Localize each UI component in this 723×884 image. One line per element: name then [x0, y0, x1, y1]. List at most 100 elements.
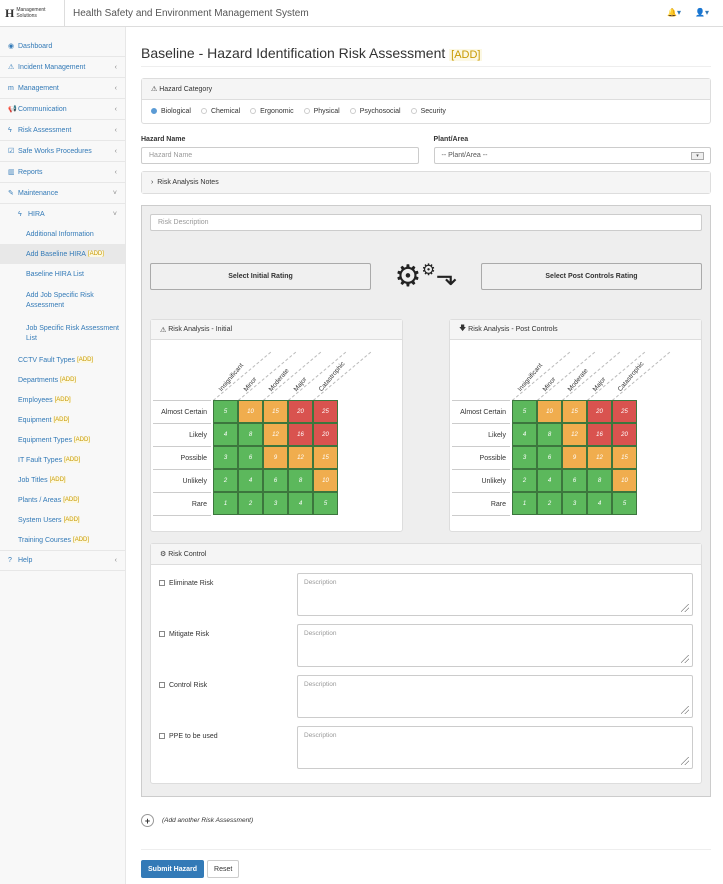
radio-button[interactable]: [349, 108, 356, 115]
risk-cell[interactable]: 25: [612, 400, 637, 423]
checkbox[interactable]: [159, 682, 165, 689]
radio-button[interactable]: [151, 108, 157, 115]
sidebar-item-system-users[interactable]: System Users [ADD]: [0, 510, 125, 530]
sidebar-item-management[interactable]: m Management ‹: [0, 78, 125, 99]
risk-cell[interactable]: 6: [238, 446, 263, 469]
checkbox[interactable]: [159, 631, 165, 638]
risk-cell[interactable]: 9: [263, 446, 288, 469]
sidebar-item-employees[interactable]: Employees [ADD]: [0, 390, 125, 410]
risk-cell[interactable]: 12: [587, 446, 612, 469]
risk-cell[interactable]: 2: [238, 492, 263, 515]
risk-cell[interactable]: 10: [537, 400, 562, 423]
sidebar-item-safe-works-procedures[interactable]: ☑ Safe Works Procedures ‹: [0, 141, 125, 162]
risk-cell[interactable]: 6: [537, 446, 562, 469]
risk-cell[interactable]: 10: [313, 469, 338, 492]
plant-area-select[interactable]: -- Plant/Area -- ▾: [433, 147, 711, 164]
radio-button[interactable]: [250, 108, 257, 115]
risk-cell[interactable]: 4: [238, 469, 263, 492]
risk-cell[interactable]: 16: [288, 423, 313, 446]
radio-chemical[interactable]: Chemical: [200, 108, 240, 115]
risk-analysis-notes-toggle[interactable]: › Risk Analysis Notes: [141, 171, 711, 194]
risk-cell[interactable]: 16: [587, 423, 612, 446]
sidebar-item-it-fault-types[interactable]: IT Fault Types [ADD]: [0, 450, 125, 470]
radio-psychosocial[interactable]: Psychosocial: [349, 108, 401, 115]
risk-control-option[interactable]: Mitigate Risk: [159, 624, 297, 667]
risk-cell[interactable]: 5: [612, 492, 637, 515]
risk-cell[interactable]: 12: [562, 423, 587, 446]
risk-cell[interactable]: 6: [562, 469, 587, 492]
sidebar-item-reports[interactable]: ▥ Reports ‹: [0, 162, 125, 183]
risk-cell[interactable]: 25: [313, 400, 338, 423]
risk-control-option[interactable]: Eliminate Risk: [159, 573, 297, 616]
notifications-bell-icon[interactable]: 🔔▾: [667, 8, 682, 17]
risk-cell[interactable]: 5: [213, 400, 238, 423]
select-post-controls-rating-button[interactable]: Select Post Controls Rating: [480, 263, 702, 290]
risk-cell[interactable]: 10: [612, 469, 637, 492]
sidebar-item-dashboard[interactable]: ◉ Dashboard: [0, 36, 125, 57]
risk-cell[interactable]: 9: [562, 446, 587, 469]
risk-cell[interactable]: 8: [587, 469, 612, 492]
sidebar-item-equipment[interactable]: Equipment [ADD]: [0, 410, 125, 430]
risk-control-option[interactable]: Control Risk: [159, 675, 297, 718]
risk-control-option[interactable]: PPE to be used: [159, 726, 297, 769]
sidebar-item-help[interactable]: ? Help ‹: [0, 550, 125, 571]
sidebar-item-maintenance[interactable]: ✎ Maintenance ˅: [0, 183, 125, 204]
risk-cell[interactable]: 12: [288, 446, 313, 469]
plus-icon[interactable]: +: [141, 814, 154, 827]
sidebar-item-hira-0[interactable]: Additional Information: [0, 224, 125, 244]
select-initial-rating-button[interactable]: Select Initial Rating: [150, 263, 371, 290]
risk-cell[interactable]: 4: [288, 492, 313, 515]
risk-cell[interactable]: 15: [263, 400, 288, 423]
sidebar-item-training-courses[interactable]: Training Courses [ADD]: [0, 530, 125, 550]
risk-cell[interactable]: 12: [263, 423, 288, 446]
radio-physical[interactable]: Physical: [303, 108, 340, 115]
risk-cell[interactable]: 4: [587, 492, 612, 515]
checkbox[interactable]: [159, 733, 165, 740]
risk-cell[interactable]: 6: [263, 469, 288, 492]
risk-cell[interactable]: 4: [537, 469, 562, 492]
add-another-risk-assessment[interactable]: + (Add another Risk Assessment): [141, 814, 711, 827]
radio-button[interactable]: [410, 108, 417, 115]
sidebar-item-hira-4[interactable]: Job Specific Risk Assessment List: [0, 317, 125, 350]
description-textarea[interactable]: Description: [297, 624, 693, 667]
sidebar-item-risk-assessment[interactable]: ϟ Risk Assessment ‹: [0, 120, 125, 141]
risk-cell[interactable]: 20: [612, 423, 637, 446]
sidebar-item-plants-areas[interactable]: Plants / Areas [ADD]: [0, 490, 125, 510]
risk-cell[interactable]: 5: [313, 492, 338, 515]
risk-cell[interactable]: 8: [238, 423, 263, 446]
sidebar-item-hira-3[interactable]: Add Job Specific Risk Assessment: [0, 284, 125, 317]
risk-cell[interactable]: 1: [512, 492, 537, 515]
risk-cell[interactable]: 8: [537, 423, 562, 446]
description-textarea[interactable]: Description: [297, 675, 693, 718]
radio-button[interactable]: [200, 108, 207, 115]
description-textarea[interactable]: Description: [297, 726, 693, 769]
sidebar-item-departments[interactable]: Departments [ADD]: [0, 370, 125, 390]
radio-ergonomic[interactable]: Ergonomic: [250, 108, 294, 115]
sidebar-item-communication[interactable]: 📢 Communication ‹: [0, 99, 125, 120]
reset-button[interactable]: Reset: [207, 860, 240, 878]
risk-cell[interactable]: 3: [512, 446, 537, 469]
risk-cell[interactable]: 4: [213, 423, 238, 446]
sidebar-item-hira-1[interactable]: Add Baseline HIRA [ADD]: [0, 244, 125, 264]
risk-cell[interactable]: 15: [612, 446, 637, 469]
sidebar-item-incident-management[interactable]: ⚠ Incident Management ‹: [0, 57, 125, 78]
risk-cell[interactable]: 8: [288, 469, 313, 492]
risk-cell[interactable]: 4: [512, 423, 537, 446]
radio-biological[interactable]: Biological: [151, 108, 191, 115]
risk-cell[interactable]: 2: [537, 492, 562, 515]
sidebar-item-job-titles[interactable]: Job Titles [ADD]: [0, 470, 125, 490]
sidebar-item-cctv-fault-types[interactable]: CCTV Fault Types [ADD]: [0, 350, 125, 370]
description-textarea[interactable]: Description: [297, 573, 693, 616]
risk-cell[interactable]: 2: [512, 469, 537, 492]
sidebar-item-hira-2[interactable]: Baseline HIRA List: [0, 264, 125, 284]
checkbox[interactable]: [159, 580, 165, 587]
risk-cell[interactable]: 20: [313, 423, 338, 446]
logo[interactable]: H Management Solutions: [0, 0, 65, 27]
submit-hazard-button[interactable]: Submit Hazard: [141, 860, 205, 878]
risk-cell[interactable]: 5: [512, 400, 537, 423]
risk-description-input[interactable]: Risk Description: [150, 214, 702, 231]
risk-cell[interactable]: 15: [313, 446, 338, 469]
sidebar-item-hira[interactable]: ϟ HIRA ˅: [0, 204, 125, 224]
sidebar-item-equipment-types[interactable]: Equipment Types [ADD]: [0, 430, 125, 450]
risk-cell[interactable]: 3: [213, 446, 238, 469]
